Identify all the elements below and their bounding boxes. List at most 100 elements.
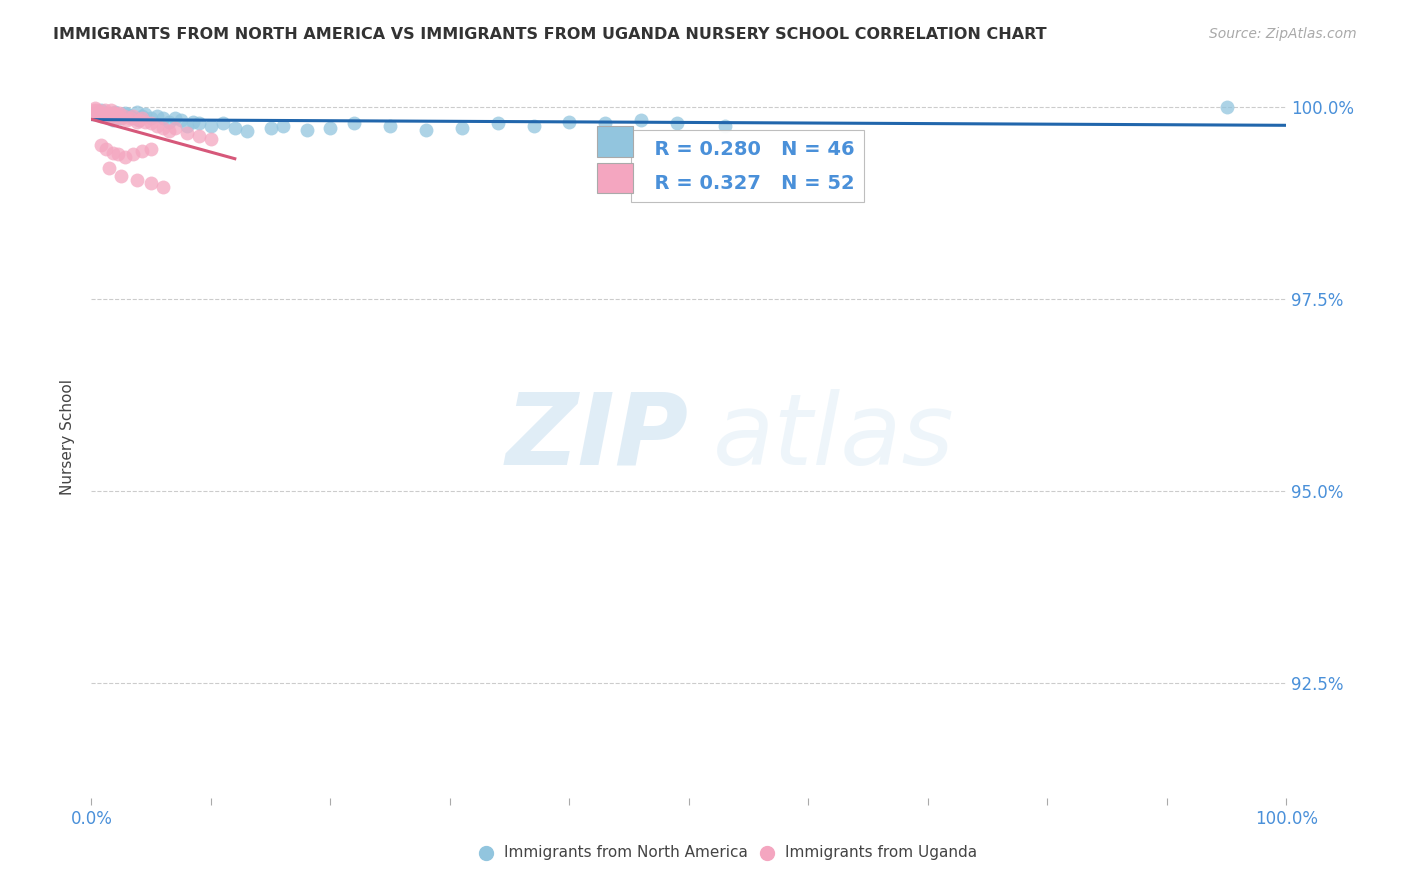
Text: Source: ZipAtlas.com: Source: ZipAtlas.com	[1209, 27, 1357, 41]
Point	[523, 119, 546, 133]
Point	[97, 107, 120, 121]
Point	[157, 115, 180, 129]
Point	[211, 116, 233, 130]
Point	[152, 121, 174, 136]
Point	[98, 109, 121, 123]
Point	[107, 147, 129, 161]
Point	[122, 109, 145, 123]
Point	[558, 115, 581, 129]
Point	[146, 109, 169, 123]
Point	[84, 101, 107, 115]
Point	[108, 105, 131, 120]
Point	[84, 105, 107, 120]
Point	[96, 105, 118, 120]
Point	[666, 116, 689, 130]
Point	[200, 132, 222, 146]
Point	[101, 145, 124, 160]
Point	[131, 144, 153, 158]
Point	[93, 107, 114, 121]
Point	[176, 127, 198, 141]
Point	[378, 119, 402, 133]
FancyBboxPatch shape	[598, 127, 633, 157]
Point	[163, 111, 186, 125]
Point	[86, 103, 108, 118]
Point	[83, 103, 105, 118]
Point	[152, 180, 174, 194]
Point	[118, 111, 141, 125]
Point	[93, 109, 114, 123]
Point	[100, 103, 122, 118]
Point	[187, 116, 211, 130]
Point	[415, 122, 437, 136]
Point	[170, 113, 193, 128]
Point	[224, 121, 246, 136]
Text: ZIP: ZIP	[506, 389, 689, 485]
Point	[593, 116, 616, 130]
Point	[1215, 99, 1237, 113]
Text: Immigrants from North America: Immigrants from North America	[503, 845, 748, 860]
FancyBboxPatch shape	[598, 162, 633, 193]
Point	[131, 109, 153, 123]
Point	[176, 119, 198, 133]
Point	[115, 113, 138, 128]
Point	[181, 115, 204, 129]
Point	[141, 116, 162, 130]
Text: R = 0.280   N = 46
  R = 0.327   N = 52: R = 0.280 N = 46 R = 0.327 N = 52	[641, 140, 855, 193]
Point	[141, 142, 162, 156]
Point	[115, 107, 138, 121]
Point	[134, 115, 156, 129]
Point	[450, 121, 472, 136]
Point	[90, 109, 112, 123]
Point	[630, 113, 652, 128]
Point	[118, 109, 141, 123]
Point	[259, 121, 281, 136]
Point	[114, 105, 136, 120]
Text: IMMIGRANTS FROM NORTH AMERICA VS IMMIGRANTS FROM UGANDA NURSERY SCHOOL CORRELATI: IMMIGRANTS FROM NORTH AMERICA VS IMMIGRA…	[53, 27, 1047, 42]
Point	[141, 111, 162, 125]
Point	[94, 107, 117, 121]
Point	[128, 113, 150, 128]
Point	[152, 111, 174, 125]
Point	[107, 109, 129, 123]
Point	[125, 104, 148, 119]
Point	[105, 107, 128, 121]
Point	[107, 109, 129, 123]
Y-axis label: Nursery School: Nursery School	[60, 379, 76, 495]
Point	[200, 119, 222, 133]
Point	[110, 111, 132, 125]
Point	[114, 149, 136, 163]
Point	[146, 119, 169, 133]
Point	[187, 128, 211, 143]
Text: atlas: atlas	[713, 389, 955, 485]
Point	[125, 115, 148, 129]
Point	[110, 169, 132, 183]
Point	[157, 124, 180, 138]
Point	[141, 177, 162, 191]
Point	[163, 121, 186, 136]
Point	[125, 172, 148, 186]
Point	[98, 161, 121, 175]
Point	[271, 119, 294, 133]
Point	[101, 105, 124, 120]
Point	[94, 142, 117, 156]
Point	[103, 109, 125, 123]
Point	[134, 107, 156, 121]
Point	[131, 111, 153, 125]
Point	[714, 119, 737, 133]
Point	[90, 138, 112, 153]
Point	[295, 122, 318, 136]
Point	[94, 109, 117, 123]
Point	[89, 104, 111, 119]
Point	[128, 113, 150, 128]
Point	[122, 111, 145, 125]
Text: Immigrants from Uganda: Immigrants from Uganda	[785, 845, 977, 860]
Point	[319, 121, 342, 136]
Point	[104, 111, 127, 125]
Point	[98, 111, 121, 125]
Point	[90, 103, 112, 118]
Point	[86, 105, 108, 120]
Point	[343, 116, 366, 130]
Point	[91, 105, 114, 120]
Point	[486, 116, 509, 130]
Point	[112, 109, 135, 123]
